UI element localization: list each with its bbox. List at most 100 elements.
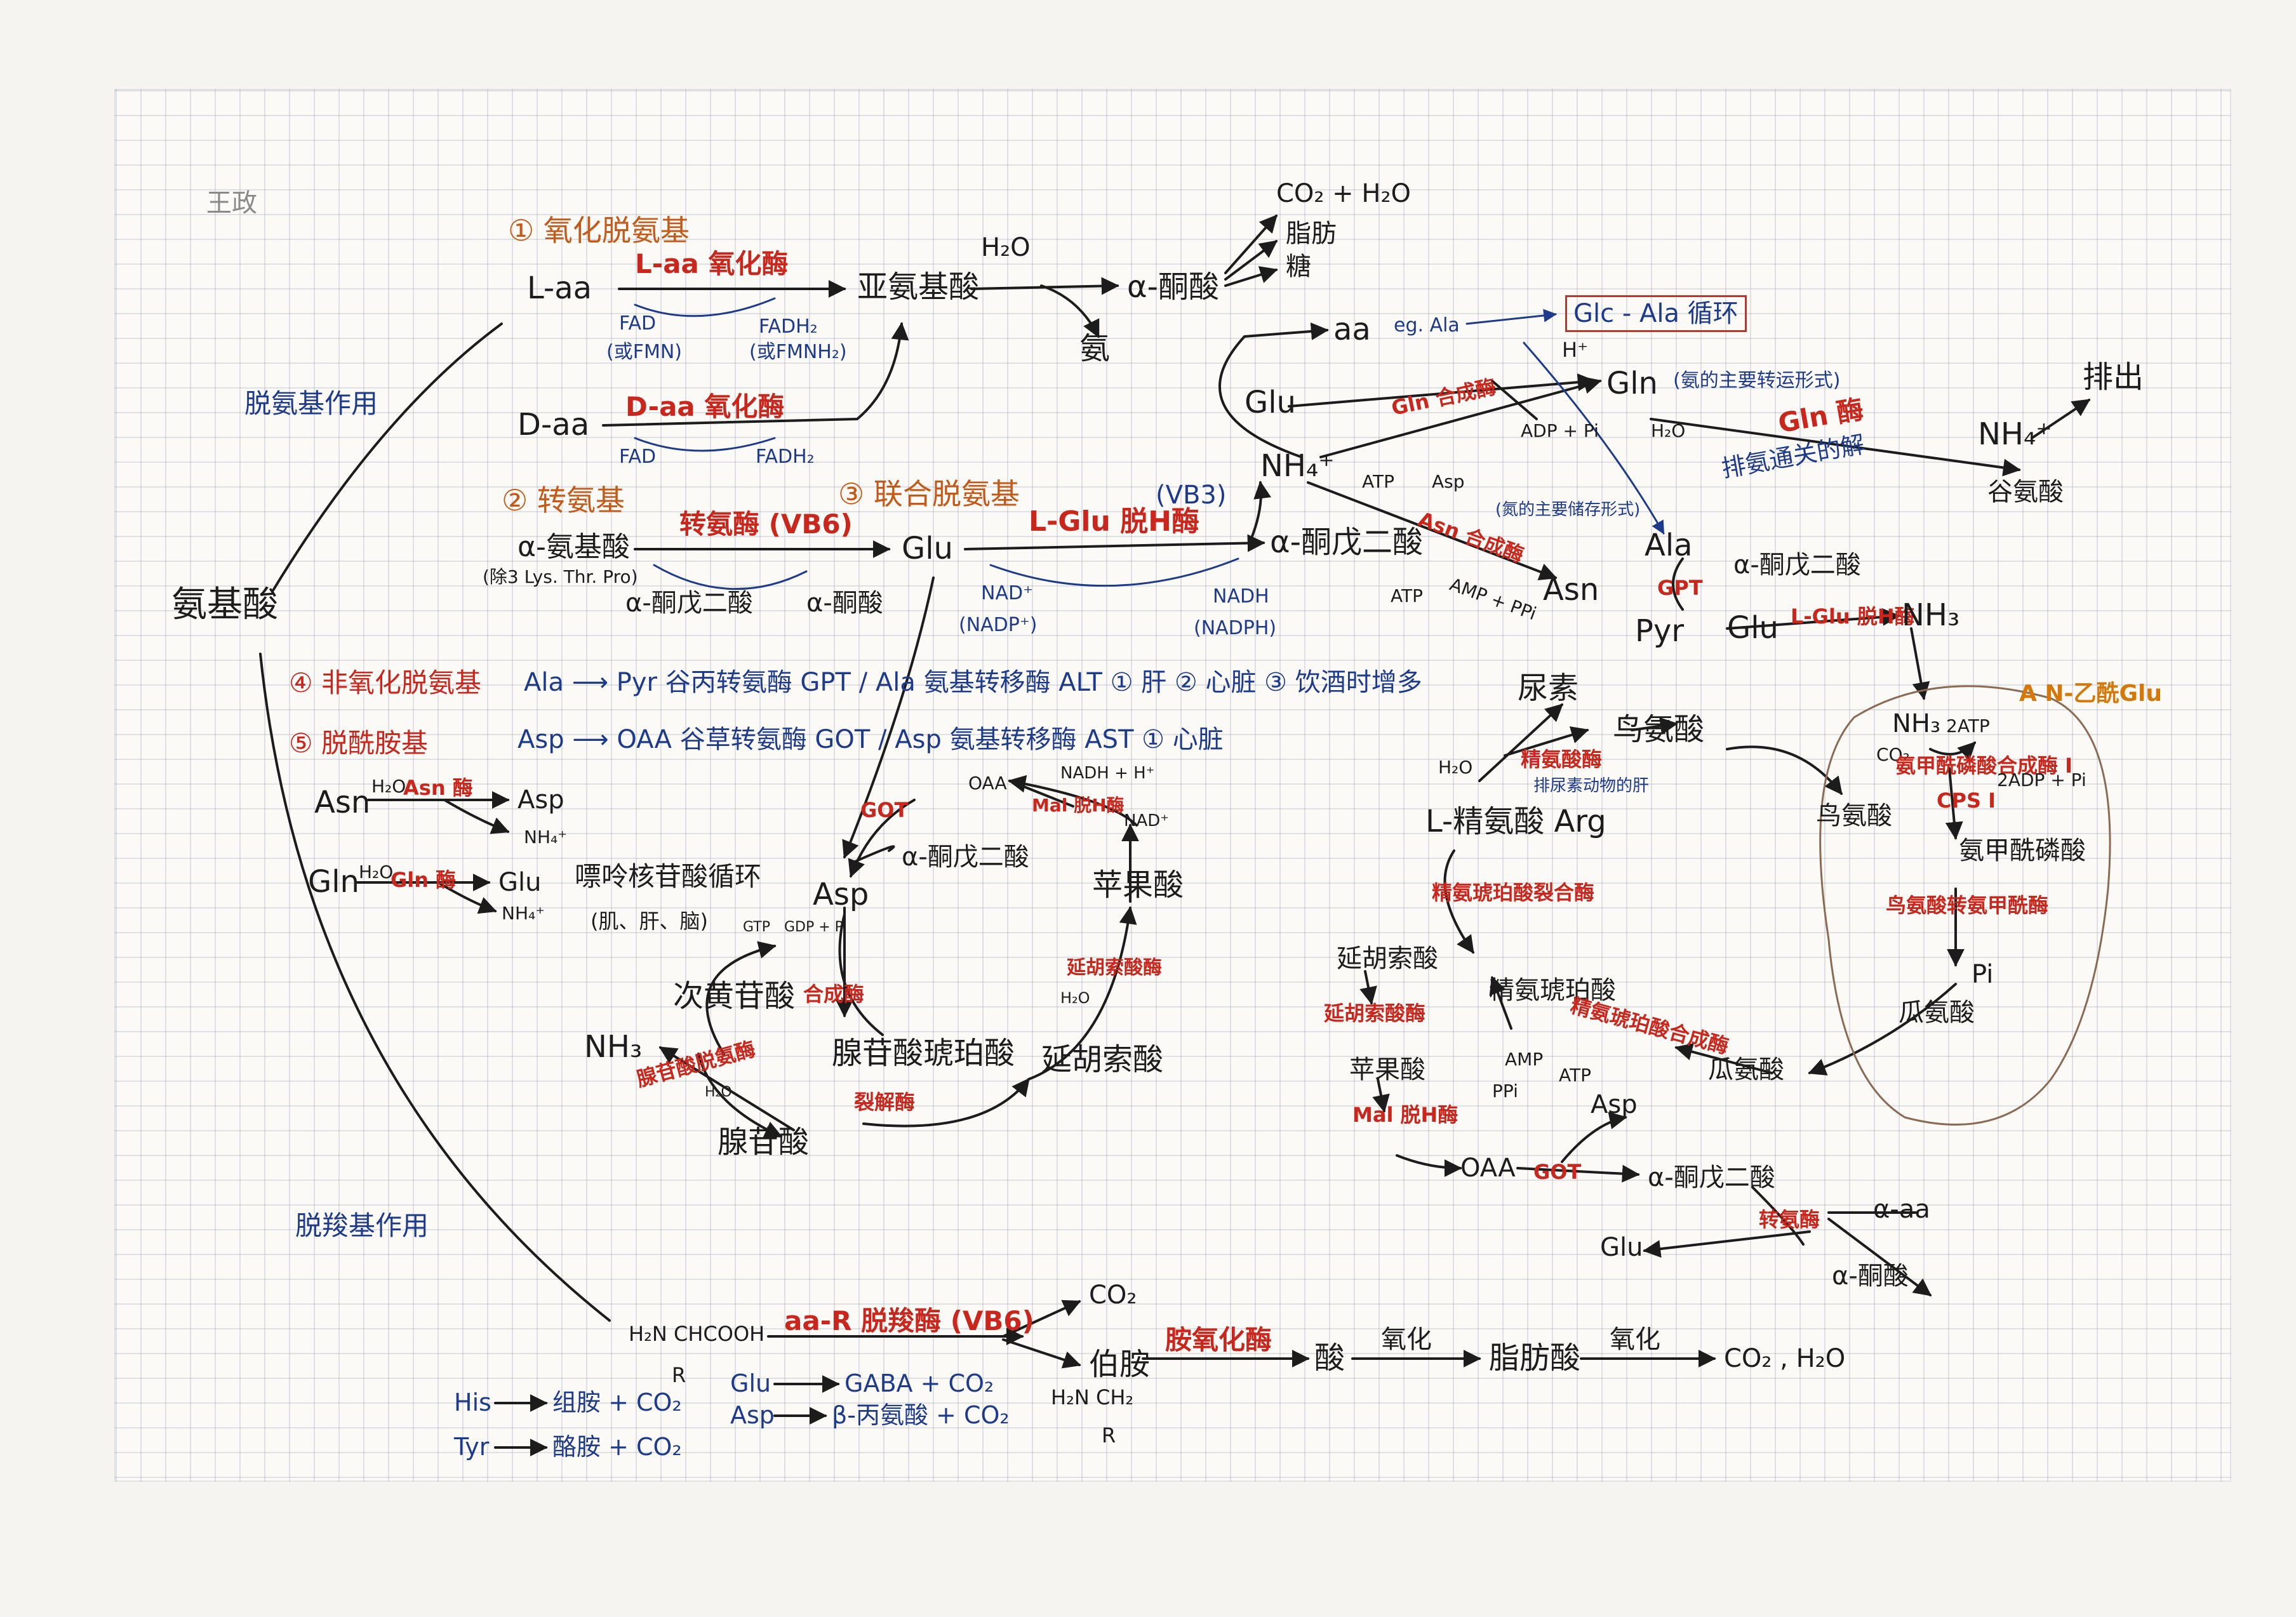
- akg-3: α-酮戊二酸: [1733, 550, 1861, 580]
- gpt: GPT: [1657, 576, 1703, 600]
- alpha-amino-acid: α-氨基酸: [517, 531, 630, 563]
- amine-r: R: [1102, 1423, 1116, 1447]
- aa-transport: aa: [1333, 312, 1371, 347]
- fadh2: FADH₂: [759, 316, 818, 338]
- nh3-3: NH₃: [1892, 709, 1941, 738]
- adenylosuccinate: 腺苷酸琥珀酸: [832, 1035, 1015, 1071]
- akg-2: α-酮戊二酸: [1270, 524, 1423, 560]
- co2-1: CO₂: [1876, 744, 1910, 765]
- d-aa-oxidase: D-aa 氧化酶: [625, 391, 785, 422]
- fad: FAD: [619, 312, 657, 335]
- his: His: [454, 1388, 491, 1416]
- got-2: GOT: [1533, 1160, 1582, 1184]
- oxidation-2: 氧化: [1610, 1325, 1660, 1354]
- nadp: (NADP⁺): [959, 614, 1038, 636]
- d-aa: D-aa: [517, 407, 590, 443]
- cps1: CPS I: [1937, 789, 1996, 813]
- adp-pi: ADP + Pi: [1521, 420, 1599, 441]
- asn-note: (氮的主要储存形式): [1495, 500, 1641, 519]
- water-1: H₂O: [981, 233, 1031, 262]
- atp-4: 2ATP: [1946, 715, 1990, 736]
- citrulline-1: 瓜氨酸: [1708, 1055, 1784, 1084]
- nadph: (NADPH): [1194, 617, 1277, 639]
- vb3: (VB3): [1156, 481, 1227, 510]
- non-oxidative-title: ④ 非氧化脱氨基: [289, 667, 482, 698]
- nh4-1: NH₄⁺: [1260, 448, 1335, 484]
- primary-amine: 伯胺: [1089, 1347, 1151, 1382]
- nh4-3: NH₄⁺: [524, 827, 568, 848]
- glu-4: Glu: [498, 868, 542, 897]
- purine-tissues: (肌、肝、脑): [591, 909, 708, 933]
- substrate-formula: H₂N CHCOOH: [629, 1322, 765, 1346]
- atp-2: ATP: [1391, 585, 1423, 606]
- alpha-aa: α-aa: [1873, 1195, 1930, 1224]
- water-4: H₂O: [359, 862, 394, 882]
- except-note: (除3 Lys. Thr. Pro): [483, 566, 638, 587]
- adsucc-synthetase: 合成酶: [803, 982, 865, 1006]
- asp-5: Asp: [730, 1401, 775, 1429]
- transamination-title: ② 转氨基: [502, 483, 625, 517]
- cps-enzyme: 氨甲酰磷酸合成酶 I: [1895, 754, 2073, 778]
- water-3: H₂O: [371, 776, 406, 797]
- ppi: PPi: [1492, 1081, 1518, 1101]
- citrulline-2: 瓜氨酸: [1899, 998, 1975, 1027]
- imino-acid: 亚氨基酸: [857, 269, 980, 305]
- asp-2: Asp: [517, 785, 564, 815]
- acid: 酸: [1314, 1340, 1345, 1376]
- asp-4: Asp: [1591, 1090, 1638, 1119]
- nh4-2: NH₄⁺: [1978, 416, 2052, 452]
- oaa-2: OAA: [1460, 1154, 1516, 1183]
- fumarase-1: 延胡索酸酶: [1067, 957, 1162, 979]
- water-2: H₂O: [1651, 420, 1686, 441]
- glutamate: 谷氨酸: [1987, 477, 2064, 507]
- asp-1: Asp: [1432, 471, 1465, 492]
- l-aa-oxidase: L-aa 氧化酶: [635, 248, 789, 279]
- akg-4: α-酮戊二酸: [902, 842, 1029, 872]
- fumarate-1: 延胡索酸: [1041, 1042, 1164, 1077]
- tyr: Tyr: [454, 1433, 490, 1461]
- gln-1: Gln: [1606, 366, 1658, 401]
- fmnh2: (或FMNH₂): [749, 341, 847, 363]
- gln-2: Gln: [308, 864, 359, 900]
- akg-5: α-酮戊二酸: [1648, 1163, 1775, 1192]
- arginase: 精氨酸酶: [1521, 747, 1603, 771]
- glu-3: Glu: [1727, 610, 1779, 646]
- amide-title: ⑤ 脱酰胺基: [289, 728, 429, 759]
- fatty-acid: 脂肪酸: [1489, 1340, 1581, 1376]
- nadh: NADH: [1213, 585, 1269, 608]
- malate-dh-2: Mal 脱H酶: [1352, 1103, 1458, 1127]
- carbamoyl-phosphate: 氨甲酰磷酸: [1959, 836, 2086, 865]
- glutaminase-2: Gln 酶: [390, 868, 457, 892]
- amine-formula: H₂N CH₂: [1051, 1385, 1134, 1409]
- asparaginase: Asn 酶: [403, 776, 473, 800]
- excrete: 排出: [2083, 359, 2144, 395]
- transaminase-2: 转氨酶: [1759, 1208, 1820, 1232]
- liver-note: 排尿素动物的肝: [1533, 776, 1650, 795]
- malate-2: 苹果酸: [1349, 1055, 1425, 1084]
- n-acetyl-glu-marker: A N-乙酰Glu: [2019, 681, 2162, 707]
- amp-2: AMP: [1505, 1049, 1544, 1070]
- water-5: H₂O: [1060, 989, 1090, 1007]
- imp: 次黄苷酸: [673, 978, 796, 1014]
- substrate-r: R: [672, 1363, 686, 1387]
- oxidation-1: 氧化: [1381, 1325, 1432, 1354]
- ammonia: 氨: [1079, 331, 1111, 366]
- argsucc-lyase: 精氨琥珀酸裂合酶: [1432, 881, 1595, 905]
- pyr: Pyr: [1635, 613, 1685, 649]
- fmn: (或FMN): [606, 341, 682, 363]
- transaminase: 转氨酶 (VB6): [679, 509, 853, 540]
- co2-h2o: CO₂ + H₂O: [1276, 179, 1411, 208]
- root-amino-acid: 氨基酸: [171, 584, 278, 625]
- fad-2: FAD: [619, 446, 657, 468]
- amine-oxidase: 胺氧化酶: [1165, 1324, 1272, 1355]
- malate-dh-1: Mal 脱H酶: [1032, 795, 1125, 816]
- glu-5: Glu: [1600, 1233, 1643, 1262]
- lyase: 裂解酶: [854, 1090, 916, 1114]
- fadh2-2: FADH₂: [756, 446, 815, 468]
- amp-nucleotide: 腺苷酸: [718, 1124, 810, 1160]
- nh3-2: NH₃: [584, 1029, 643, 1065]
- argininosuccinate: 精氨琥珀酸: [1489, 976, 1616, 1005]
- glu-2: Glu: [1245, 385, 1296, 420]
- purine-cycle-title: 嘌呤核苷酸循环: [575, 861, 762, 892]
- beta-alanine: β-丙氨酸 + CO₂: [832, 1401, 1010, 1429]
